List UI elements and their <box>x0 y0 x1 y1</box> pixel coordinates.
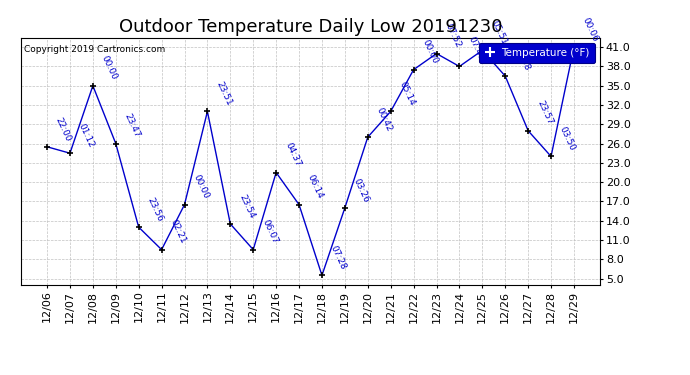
Text: 04:37: 04:37 <box>283 141 302 168</box>
Text: 23:51: 23:51 <box>215 80 233 107</box>
Text: 02:21: 02:21 <box>168 219 188 246</box>
Text: 05:14: 05:14 <box>397 80 417 107</box>
Text: 00:00: 00:00 <box>420 38 440 66</box>
Text: 07:28: 07:28 <box>329 244 348 271</box>
Text: 06:07: 06:07 <box>260 218 279 246</box>
Text: Copyright 2019 Cartronics.com: Copyright 2019 Cartronics.com <box>23 45 165 54</box>
Text: 03:26: 03:26 <box>352 177 371 204</box>
Legend: Temperature (°F): Temperature (°F) <box>479 43 595 63</box>
Text: 07:48: 07:48 <box>466 35 485 62</box>
Text: 03:50: 03:50 <box>558 125 577 152</box>
Text: 23:47: 23:47 <box>123 112 141 140</box>
Text: 00:42: 00:42 <box>375 106 394 133</box>
Text: 00:00: 00:00 <box>100 54 119 81</box>
Text: 00:00: 00:00 <box>191 173 210 201</box>
Text: 22:58: 22:58 <box>512 45 531 72</box>
Text: 05:51: 05:51 <box>489 19 509 46</box>
Text: 01:12: 01:12 <box>77 122 96 149</box>
Text: 23:56: 23:56 <box>146 196 165 223</box>
Text: 06:14: 06:14 <box>306 173 325 201</box>
Text: 07:52: 07:52 <box>444 22 462 50</box>
Text: 00:06: 00:06 <box>581 16 600 43</box>
Text: 23:54: 23:54 <box>237 193 256 220</box>
Title: Outdoor Temperature Daily Low 20191230: Outdoor Temperature Daily Low 20191230 <box>119 18 502 36</box>
Text: 23:57: 23:57 <box>535 99 554 126</box>
Text: 22:00: 22:00 <box>54 116 73 142</box>
